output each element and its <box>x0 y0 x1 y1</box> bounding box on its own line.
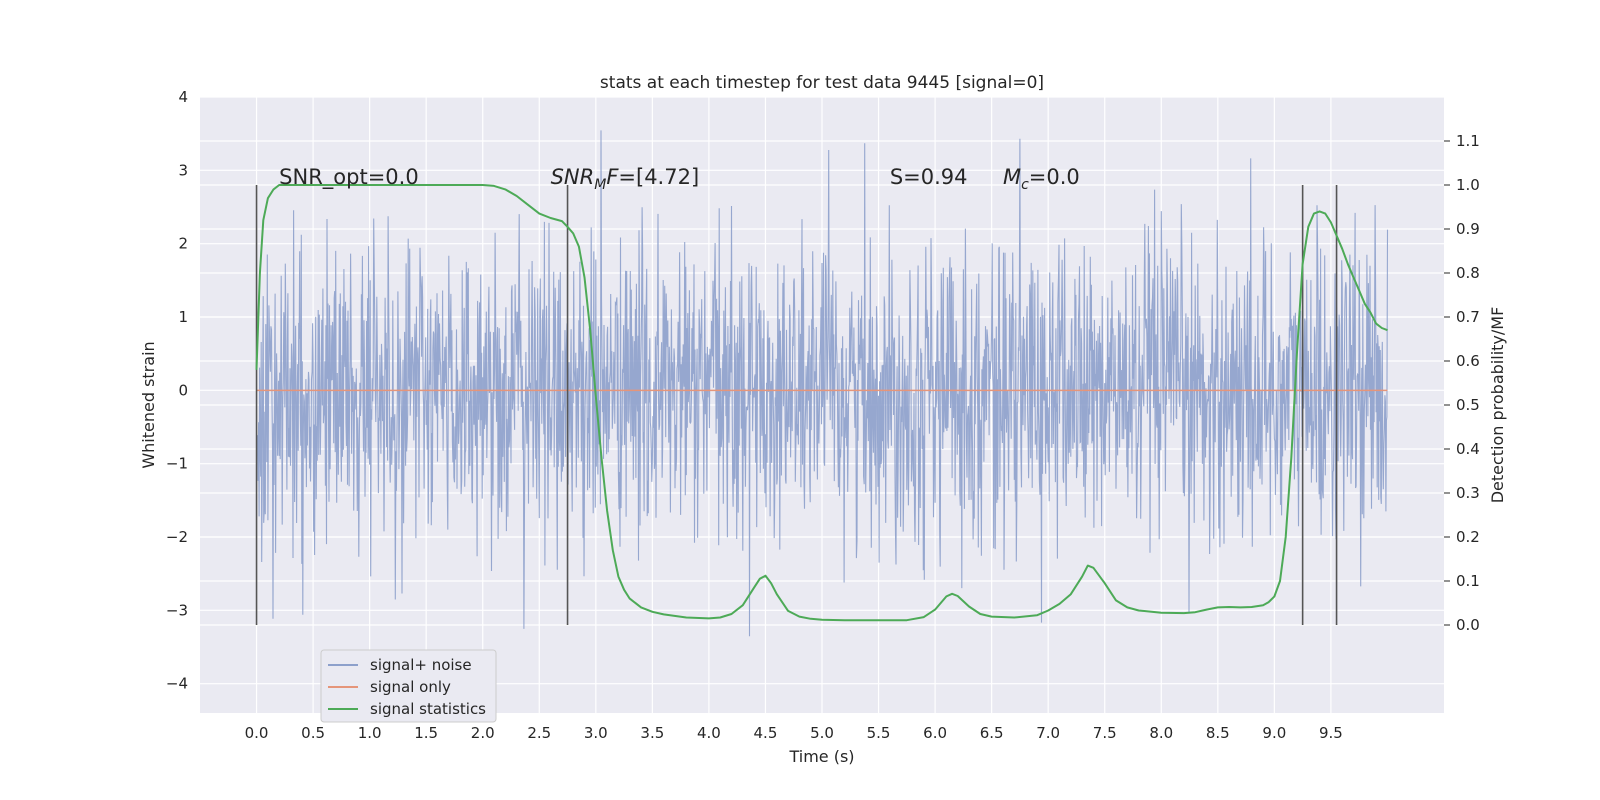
chart-title: stats at each timestep for test data 944… <box>600 73 1044 93</box>
x-tick-label: 1.0 <box>358 724 382 742</box>
signal-plus-noise-line <box>255 130 1389 637</box>
x-tick-label: 9.0 <box>1262 724 1286 742</box>
x-tick-label: 4.5 <box>754 724 778 742</box>
y-right-axis-label: Detection probability/MF <box>1488 307 1507 504</box>
signal-statistics-line <box>255 184 1388 622</box>
y-right-tick-label: 0.0 <box>1456 616 1480 634</box>
legend: signal+ noise signal only signal statist… <box>320 649 497 723</box>
y-tick-label: −3 <box>166 601 188 619</box>
x-tick-label: 7.5 <box>1093 724 1117 742</box>
x-tick-label: 3.0 <box>584 724 608 742</box>
y-tick-labels: 4 3 2 1 0 −1 −2 −3 −4 <box>166 88 188 693</box>
x-tick-label: 6.5 <box>980 724 1004 742</box>
y-right-tick-labels: 1.1 1.0 0.9 0.8 0.7 0.6 0.5 0.4 0.3 0.2 0.1 0.0 <box>1444 132 1480 634</box>
y-right-tick-label: 0.9 <box>1456 220 1480 238</box>
y-right-tick-label: 0.1 <box>1456 572 1480 590</box>
y-tick-label: −2 <box>166 528 188 546</box>
x-tick-label: 0.0 <box>245 724 269 742</box>
y-tick-label: −1 <box>166 455 188 473</box>
y-right-tick-label: 0.3 <box>1456 484 1480 502</box>
x-tick-label: 2.5 <box>527 724 551 742</box>
y-tick-label: 1 <box>178 308 188 326</box>
y-right-tick-label: 0.5 <box>1456 396 1480 414</box>
annotations: SNR_opt=0.0 SNRMF=[4.72] S=0.94 Mc=0.0 <box>279 165 1080 193</box>
annotation: SNR_opt=0.0 <box>279 165 419 190</box>
x-tick-label: 4.0 <box>697 724 721 742</box>
x-tick-label: 2.0 <box>471 724 495 742</box>
legend-label-signal-statistics: signal statistics <box>370 700 486 718</box>
x-tick-label: 8.0 <box>1149 724 1173 742</box>
legend-box <box>320 649 497 723</box>
signal-statistics-series <box>255 184 1388 622</box>
signal-plus-noise-series <box>255 130 1389 637</box>
x-tick-label: 5.5 <box>867 724 891 742</box>
y-axis-label: Whitened strain <box>139 341 158 468</box>
y-tick-label: 0 <box>178 381 188 399</box>
y-right-tick-label: 0.2 <box>1456 528 1480 546</box>
x-tick-label: 7.0 <box>1036 724 1060 742</box>
legend-label-signal-plus-noise: signal+ noise <box>370 656 472 674</box>
x-tick-label: 9.5 <box>1319 724 1343 742</box>
x-tick-label: 0.5 <box>301 724 325 742</box>
y-tick-label: 4 <box>178 88 188 106</box>
y-right-tick-label: 0.7 <box>1456 308 1480 326</box>
y-right-tick-label: 0.8 <box>1456 264 1480 282</box>
legend-label-signal-only: signal only <box>370 678 451 696</box>
x-tick-label: 3.5 <box>640 724 664 742</box>
y-right-tick-label: 1.0 <box>1456 176 1480 194</box>
y-tick-label: 2 <box>178 235 188 253</box>
x-tick-label: 1.5 <box>414 724 438 742</box>
annotation: Mc=0.0 <box>1003 165 1080 193</box>
x-axis-label: Time (s) <box>788 747 854 766</box>
x-tick-label: 6.0 <box>923 724 947 742</box>
x-tick-label: 5.0 <box>810 724 834 742</box>
y-right-tick-label: 0.6 <box>1456 352 1480 370</box>
annotation: S=0.94 <box>890 165 968 189</box>
x-tick-labels: 0.0 0.5 1.0 1.5 2.0 2.5 3.0 3.5 4.0 4.5 5.0 5.5 6.0 6… <box>245 724 1343 742</box>
x-tick-label: 8.5 <box>1206 724 1230 742</box>
y-right-tick-label: 1.1 <box>1456 132 1480 150</box>
y-tick-label: 3 <box>178 161 188 179</box>
y-tick-label: −4 <box>166 675 188 693</box>
annotation: SNRMF=[4.72] <box>551 165 700 193</box>
y-right-tick-label: 0.4 <box>1456 440 1480 458</box>
